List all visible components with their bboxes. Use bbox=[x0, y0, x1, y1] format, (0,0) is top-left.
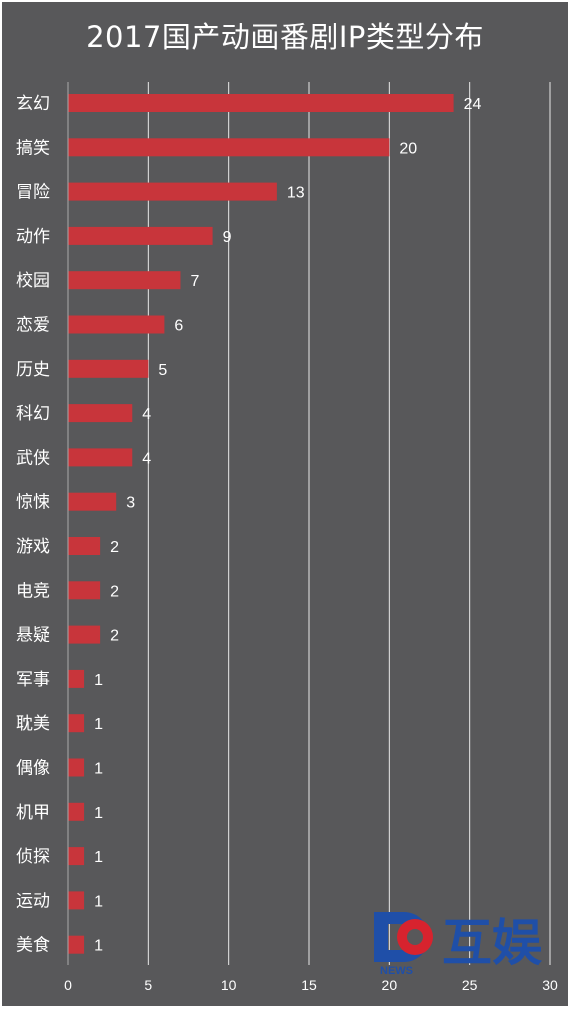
value-label-14: 1 bbox=[94, 716, 103, 733]
bar-18 bbox=[68, 891, 85, 910]
bar-3 bbox=[68, 226, 213, 245]
category-label-12: 悬疑 bbox=[16, 626, 50, 646]
category-label-16: 机甲 bbox=[16, 803, 50, 823]
x-tick-label-20: 20 bbox=[382, 977, 398, 993]
x-tick-label-5: 5 bbox=[144, 977, 152, 993]
category-label-14: 耽美 bbox=[16, 714, 50, 734]
value-label-9: 3 bbox=[126, 495, 135, 512]
value-label-17: 1 bbox=[94, 849, 103, 866]
value-label-1: 20 bbox=[399, 140, 417, 157]
x-tick-label-0: 0 bbox=[64, 977, 72, 993]
category-label-7: 科幻 bbox=[16, 404, 50, 424]
bar-17 bbox=[68, 847, 85, 866]
value-label-10: 2 bbox=[110, 539, 119, 556]
value-label-0: 24 bbox=[464, 96, 482, 113]
bar-15 bbox=[68, 758, 85, 777]
category-label-9: 惊悚 bbox=[16, 493, 50, 513]
value-label-7: 4 bbox=[142, 406, 151, 423]
bar-9 bbox=[68, 492, 117, 511]
value-label-13: 1 bbox=[94, 672, 103, 689]
value-label-19: 1 bbox=[94, 938, 103, 955]
bar-2 bbox=[68, 182, 277, 201]
value-label-12: 2 bbox=[110, 628, 119, 645]
bar-0 bbox=[68, 94, 454, 112]
value-label-8: 4 bbox=[142, 450, 151, 467]
x-tick-label-25: 25 bbox=[462, 977, 478, 993]
category-label-8: 武侠 bbox=[16, 448, 50, 468]
bar-19 bbox=[68, 935, 85, 954]
value-label-16: 1 bbox=[94, 805, 103, 822]
value-label-4: 7 bbox=[190, 273, 199, 290]
bar-6 bbox=[68, 359, 149, 378]
category-label-0: 玄幻 bbox=[16, 94, 50, 114]
value-label-3: 9 bbox=[223, 229, 232, 246]
bar-8 bbox=[68, 448, 133, 467]
x-tick-label-10: 10 bbox=[221, 977, 237, 993]
value-label-6: 5 bbox=[158, 362, 167, 379]
value-label-15: 1 bbox=[94, 761, 103, 778]
bar-10 bbox=[68, 537, 101, 555]
category-label-3: 动作 bbox=[16, 227, 50, 247]
category-label-1: 搞笑 bbox=[16, 138, 50, 158]
logo-sub-text: NEWS bbox=[380, 965, 413, 977]
category-label-13: 军事 bbox=[16, 670, 50, 690]
bar-4 bbox=[68, 271, 181, 290]
category-label-11: 电竞 bbox=[16, 581, 50, 601]
category-label-10: 游戏 bbox=[16, 537, 50, 557]
bar-13 bbox=[68, 669, 85, 688]
chart-title: 2017国产动画番剧IP类型分布 bbox=[86, 20, 484, 54]
bar-16 bbox=[68, 802, 85, 821]
value-label-2: 13 bbox=[287, 185, 305, 202]
bar-12 bbox=[68, 625, 101, 644]
bar-5 bbox=[68, 315, 165, 334]
logo-name-text: 互娱 bbox=[442, 914, 542, 972]
category-label-18: 运动 bbox=[16, 891, 50, 911]
category-label-15: 偶像 bbox=[16, 759, 50, 779]
value-label-5: 6 bbox=[174, 318, 183, 335]
category-label-6: 历史 bbox=[16, 360, 50, 380]
category-label-17: 侦探 bbox=[16, 847, 50, 867]
brand-logo: NEWS 互娱 bbox=[374, 912, 542, 977]
bar-1 bbox=[68, 138, 390, 157]
category-label-2: 冒险 bbox=[16, 183, 50, 203]
category-label-4: 校园 bbox=[16, 271, 50, 291]
value-label-18: 1 bbox=[94, 893, 103, 910]
bar-7 bbox=[68, 404, 133, 423]
bar-14 bbox=[68, 714, 85, 733]
category-label-5: 恋爱 bbox=[16, 315, 50, 336]
value-label-11: 2 bbox=[110, 583, 119, 600]
x-tick-label-30: 30 bbox=[542, 977, 558, 993]
bar-11 bbox=[68, 581, 101, 600]
category-label-19: 美食 bbox=[16, 936, 50, 956]
x-tick-label-15: 15 bbox=[301, 977, 317, 993]
